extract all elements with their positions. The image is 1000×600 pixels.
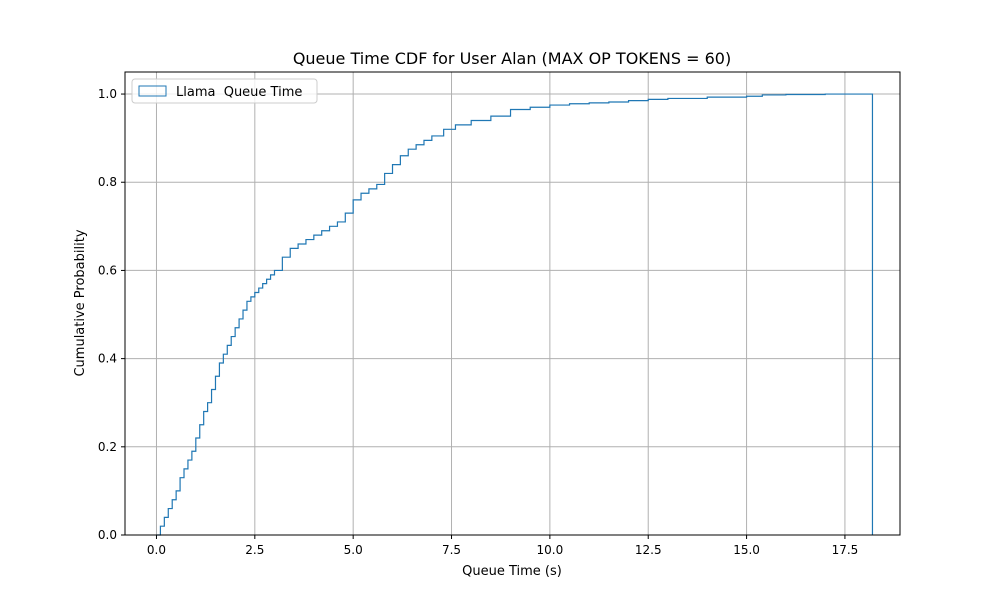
y-tick-label: 0.8 xyxy=(98,175,117,189)
legend-swatch xyxy=(138,85,167,97)
y-axis-ticks: 0.0 0.2 0.4 0.6 0.8 1.0 xyxy=(98,87,125,542)
legend-label: Llama Queue Time xyxy=(176,85,302,100)
y-tick-label: 1.0 xyxy=(98,87,117,101)
x-tick-label: 12.5 xyxy=(635,543,662,557)
chart-title: Queue Time CDF for User Alan (MAX OP TOK… xyxy=(293,49,731,68)
legend: Llama Queue Time xyxy=(131,78,318,104)
plot-frame xyxy=(124,71,901,536)
y-tick-label: 0.4 xyxy=(98,352,117,366)
x-tick-label: 0.0 xyxy=(147,543,166,557)
y-axis-label: Cumulative Probability xyxy=(73,229,88,376)
y-tick-label: 0.0 xyxy=(98,528,117,542)
x-tick-label: 2.5 xyxy=(245,543,264,557)
grid-lines xyxy=(125,72,900,536)
x-tick-label: 5.0 xyxy=(344,543,363,557)
x-axis-label: Queue Time (s) xyxy=(462,564,562,579)
x-tick-label: 17.5 xyxy=(832,543,859,557)
series-line xyxy=(156,93,874,536)
x-tick-label: 7.5 xyxy=(442,543,461,557)
series-layer xyxy=(156,93,874,536)
x-tick-label: 15.0 xyxy=(733,543,760,557)
y-tick-label: 0.6 xyxy=(98,263,117,277)
x-axis-ticks: 0.0 2.5 5.0 7.5 10.0 12.5 15.0 17.5 xyxy=(147,535,858,557)
y-tick-label: 0.2 xyxy=(98,440,117,454)
x-tick-label: 10.0 xyxy=(537,543,564,557)
legend-box xyxy=(131,78,318,104)
